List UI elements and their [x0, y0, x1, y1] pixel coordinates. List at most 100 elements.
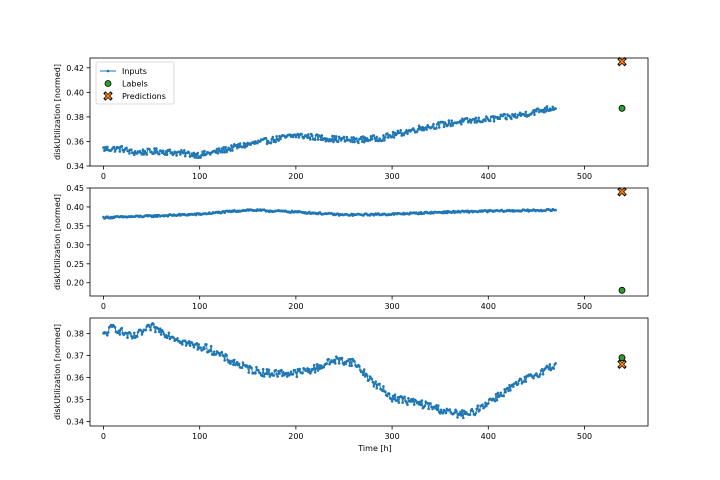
inputs-point [225, 354, 228, 357]
inputs-point [224, 146, 227, 149]
inputs-point [406, 403, 409, 407]
y-tick-label: 0.38 [66, 329, 84, 338]
inputs-point [271, 135, 275, 139]
inputs-point [533, 113, 536, 116]
inputs-point [401, 401, 404, 404]
inputs-point [203, 347, 206, 350]
y-axis-label: diskUtilization [normed] [53, 194, 62, 290]
inputs-point [453, 411, 456, 414]
inputs-point [492, 119, 496, 123]
inputs-point [372, 134, 376, 137]
inputs-point [277, 139, 280, 142]
inputs-point [319, 364, 323, 367]
x-tick-label: 200 [288, 302, 303, 311]
inputs-point [474, 116, 478, 120]
inputs-point [322, 365, 326, 369]
inputs-point [235, 360, 239, 364]
inputs-point [278, 372, 281, 375]
inputs-series-points [102, 322, 557, 420]
y-tick-label: 0.40 [66, 203, 84, 212]
inputs-point [398, 131, 402, 135]
inputs-point [334, 135, 338, 138]
inputs-point [117, 329, 121, 333]
inputs-point [196, 151, 200, 155]
y-axis-label: diskUtilization [normed] [53, 64, 62, 160]
inputs-point [447, 119, 451, 122]
inputs-point [334, 138, 337, 142]
inputs-point [522, 380, 526, 383]
inputs-point [395, 399, 399, 402]
inputs-point [347, 358, 351, 361]
inputs-point [140, 333, 144, 336]
inputs-point [374, 139, 378, 143]
inputs-point [162, 332, 166, 336]
inputs-point [113, 150, 117, 153]
inputs-point [141, 148, 145, 151]
inputs-point [315, 362, 319, 366]
inputs-point [235, 146, 239, 150]
inputs-point [419, 126, 423, 129]
inputs-point [443, 409, 447, 413]
label-point [618, 104, 626, 112]
inputs-point [241, 361, 245, 364]
inputs-point [209, 344, 213, 348]
inputs-point [291, 135, 295, 139]
inputs-point [342, 135, 346, 139]
inputs-point [498, 117, 502, 120]
x-tick-label: 400 [481, 302, 496, 311]
x-tick-label: 400 [481, 172, 496, 181]
inputs-point [483, 405, 486, 409]
inputs-point [360, 370, 364, 374]
inputs-point [524, 380, 528, 383]
inputs-point [194, 153, 198, 156]
inputs-point [532, 376, 535, 380]
inputs-point [472, 118, 476, 121]
x-tick-label: 300 [384, 432, 399, 441]
inputs-point [423, 404, 427, 408]
inputs-point [448, 122, 452, 125]
inputs-point [510, 117, 513, 121]
inputs-point [135, 152, 139, 155]
inputs-point [334, 362, 337, 365]
inputs-point [120, 326, 124, 330]
inputs-point [468, 413, 472, 416]
inputs-point [193, 156, 197, 159]
inputs-point [140, 153, 144, 156]
inputs-point [196, 348, 200, 351]
inputs-point [460, 414, 463, 417]
inputs-point [279, 137, 282, 141]
inputs-point [187, 339, 191, 343]
inputs-point [421, 126, 425, 129]
inputs-point [129, 332, 132, 335]
x-tick-label: 500 [577, 432, 592, 441]
inputs-point [461, 408, 464, 412]
inputs-point [506, 386, 509, 390]
inputs-point [327, 357, 330, 361]
inputs-point [282, 371, 285, 374]
inputs-point [191, 154, 195, 158]
inputs-point [176, 337, 179, 340]
inputs-point [435, 126, 438, 130]
inputs-point [149, 328, 152, 332]
inputs-point [327, 139, 330, 143]
inputs-point [192, 151, 196, 155]
legend-label: Inputs [122, 67, 147, 76]
inputs-point [461, 416, 465, 420]
inputs-point [331, 134, 334, 138]
inputs-point [229, 362, 232, 366]
inputs-point [120, 144, 124, 148]
inputs-point [455, 410, 458, 413]
inputs-point [542, 111, 546, 114]
inputs-point [296, 132, 300, 136]
inputs-point [538, 373, 542, 376]
inputs-point [232, 145, 235, 149]
inputs-point [403, 395, 406, 399]
x-tick-label: 200 [288, 432, 303, 441]
inputs-point [237, 362, 241, 366]
inputs-point [504, 390, 507, 394]
inputs-point [320, 134, 324, 137]
inputs-point [190, 341, 194, 344]
inputs-point [195, 342, 199, 345]
inputs-point [373, 137, 377, 140]
inputs-point [420, 128, 424, 132]
